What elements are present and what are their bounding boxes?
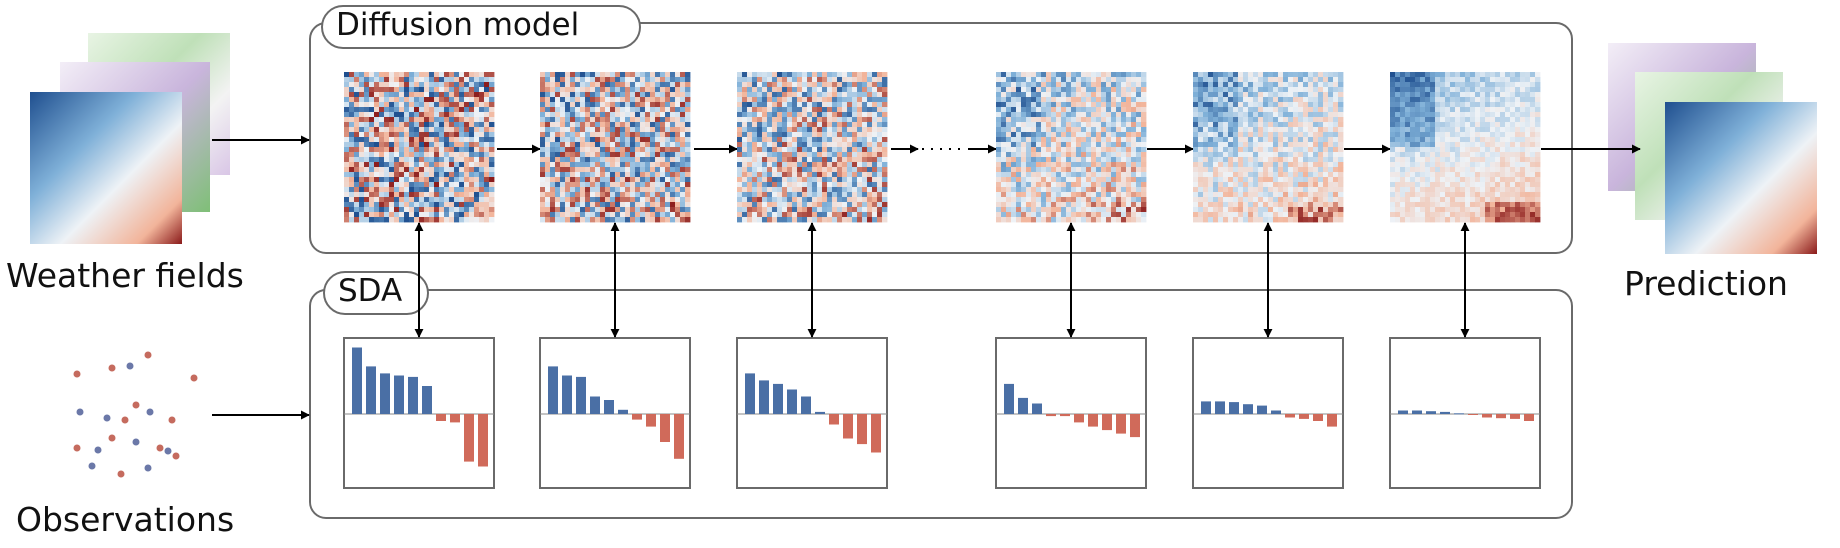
residual-bar (1271, 410, 1281, 414)
residual-chart-1 (343, 337, 495, 489)
residual-chart-4 (995, 337, 1147, 489)
diffusion-title: Diffusion model (336, 7, 580, 43)
residual-bar (660, 414, 670, 442)
sda-panel-frame (309, 289, 1573, 519)
residual-bar (352, 347, 362, 414)
residual-bar (422, 386, 432, 414)
residual-bar (646, 414, 656, 427)
residual-bar (1285, 414, 1295, 418)
residual-bar (436, 414, 446, 421)
residual-bar (604, 400, 614, 414)
residual-bar (1257, 405, 1267, 414)
diffusion-step-image-2 (540, 72, 691, 223)
prediction-stack (1608, 43, 1817, 254)
residual-bar (801, 396, 811, 414)
residual-bar (1524, 414, 1534, 421)
residual-bar (478, 414, 488, 467)
observations-label: Observations (16, 500, 235, 539)
residual-bar (1510, 414, 1520, 419)
residual-bar (1201, 401, 1211, 414)
diffusion-step-image-5 (1193, 72, 1344, 223)
residual-bar (829, 414, 839, 425)
residual-bar (1229, 402, 1239, 414)
residual-bar (1327, 414, 1337, 427)
residual-bar (618, 409, 628, 414)
residual-bar (1412, 410, 1422, 414)
residual-bar (562, 375, 572, 414)
residual-bar (1215, 401, 1225, 414)
residual-bar (1018, 397, 1028, 414)
residual-bar (1313, 414, 1323, 421)
residual-bar (464, 414, 474, 462)
residual-bar (745, 373, 755, 414)
residual-bar (450, 414, 460, 423)
diffusion-panel-frame (309, 22, 1573, 254)
residual-bar (548, 366, 558, 414)
residual-chart-frame (736, 337, 888, 489)
residual-bar (576, 376, 586, 414)
diffusion-step-image-6 (1390, 72, 1541, 223)
residual-bar (1496, 414, 1506, 419)
residual-bar (590, 396, 600, 414)
diffusion-step-image-3 (737, 72, 888, 223)
residual-bar (1046, 414, 1056, 417)
weather-fields-stack (30, 33, 230, 244)
residual-bar (857, 414, 867, 445)
residual-bar (1426, 411, 1436, 414)
residual-bar (1398, 410, 1408, 414)
residual-chart-6 (1389, 337, 1541, 489)
residual-chart-2 (539, 337, 691, 489)
diffusion-step-image-4 (996, 72, 1147, 223)
residual-chart-5 (1192, 337, 1344, 489)
residual-bar (759, 380, 769, 414)
diffusion-title-pill (321, 5, 641, 49)
residual-bar (1088, 414, 1098, 427)
prediction-label: Prediction (1624, 264, 1788, 303)
sda-title: SDA (338, 273, 403, 309)
residual-bar (1074, 414, 1084, 423)
residual-bar (1116, 414, 1126, 434)
residual-bar (1060, 414, 1070, 417)
residual-bar (408, 376, 418, 414)
residual-bar (1032, 403, 1042, 414)
residual-bar (1299, 414, 1309, 419)
residual-bar (787, 389, 797, 414)
residual-bar (1004, 383, 1014, 414)
residual-bar (1440, 411, 1450, 414)
residual-bar (380, 373, 390, 414)
sda-residual-boxes (343, 337, 1541, 489)
diffusion-step-image-1 (344, 72, 495, 223)
residual-bar (1468, 414, 1478, 415)
residual-bar (1454, 413, 1464, 415)
residual-bar (632, 414, 642, 420)
residual-bar (1130, 414, 1140, 438)
residual-bar (871, 414, 881, 453)
observation-dots (73, 351, 198, 478)
vertical-exchange-arrows (414, 222, 1470, 338)
diffusion-step-images (344, 72, 1541, 223)
residual-chart-3 (736, 337, 888, 489)
residual-bar (815, 411, 825, 414)
flow-arrows (212, 135, 1641, 420)
residual-bar (366, 366, 376, 414)
residual-bar (843, 414, 853, 439)
weather-fields-label: Weather fields (6, 256, 244, 295)
residual-bar (1482, 414, 1492, 418)
residual-bar (394, 375, 404, 414)
residual-bar (773, 383, 783, 414)
sda-title-pill (323, 271, 429, 315)
residual-bar (674, 414, 684, 459)
residual-bar (1243, 404, 1253, 414)
residual-bar (1102, 414, 1112, 431)
